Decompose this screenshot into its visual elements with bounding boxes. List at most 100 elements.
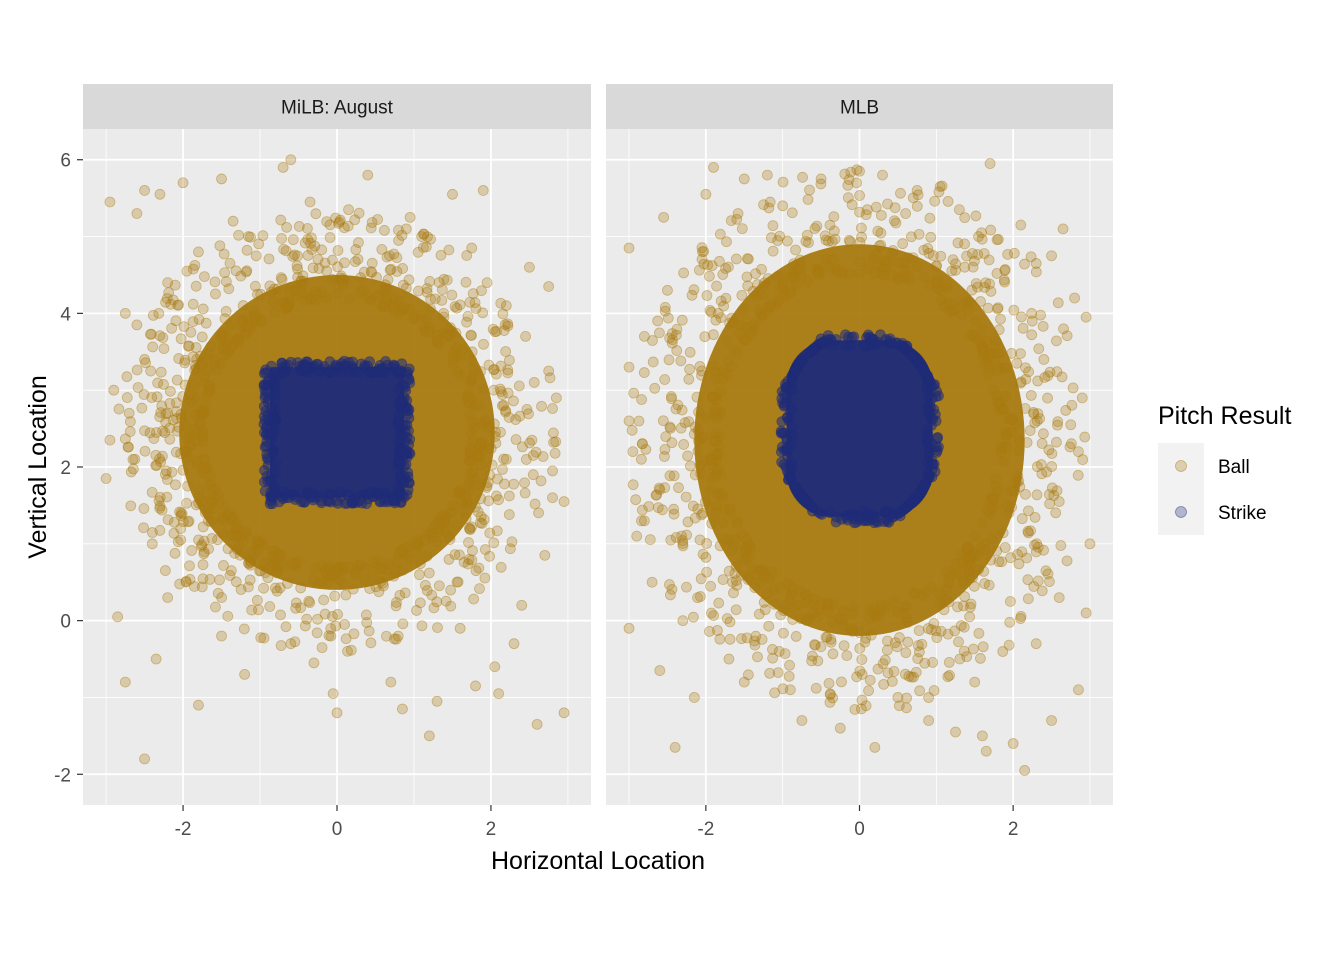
ball-point (495, 561, 507, 573)
ball-point (1031, 415, 1043, 427)
ball-point (973, 627, 985, 639)
ball-point (462, 310, 474, 322)
ball-point (928, 685, 940, 696)
ball-point (986, 348, 998, 359)
ball-point (529, 498, 541, 510)
ball-point (886, 676, 898, 687)
ball-point (682, 516, 694, 528)
ball-point (1084, 538, 1096, 550)
ball-point (310, 294, 322, 306)
ball-point (1029, 539, 1040, 551)
ball-point (1011, 357, 1023, 369)
ball-point (330, 620, 342, 632)
ball-point (882, 667, 894, 679)
ball-point (758, 596, 770, 608)
ball-point (744, 540, 756, 552)
ball-point (502, 364, 514, 376)
ball-point (146, 328, 157, 340)
ball-point (222, 543, 234, 555)
ball-point (215, 358, 227, 370)
ball-point (503, 412, 515, 423)
ball-point (1031, 461, 1043, 473)
ball-point (393, 295, 405, 307)
ball-point (990, 473, 1002, 485)
ball-point (252, 544, 264, 556)
ball-point (196, 539, 208, 550)
facet-label: MLB (840, 98, 879, 119)
ball-point (854, 165, 865, 177)
ball-point (181, 265, 193, 277)
ball-point (466, 346, 478, 358)
ball-point (752, 279, 763, 290)
ball-point (431, 596, 443, 608)
ball-point (822, 598, 834, 610)
ball-point (900, 647, 912, 659)
ball-point (535, 475, 547, 487)
ball-point (667, 334, 678, 346)
ball-point (245, 559, 256, 571)
ball-point (801, 615, 812, 626)
ball-point (1013, 558, 1025, 570)
ball-point (234, 549, 246, 561)
ball-point (807, 650, 818, 662)
ball-point (737, 303, 749, 315)
ball-point (638, 367, 650, 378)
ball-point (778, 627, 789, 639)
ball-point (146, 392, 158, 403)
ball-point (835, 265, 846, 276)
ball-point (1066, 399, 1078, 411)
ball-point (721, 335, 733, 347)
ball-point (870, 201, 882, 213)
ball-point (230, 334, 242, 346)
ball-point (827, 648, 839, 660)
ball-point (978, 346, 990, 357)
strike-point (373, 363, 384, 375)
x-tick-label: 2 (1008, 819, 1019, 840)
ball-point (454, 487, 466, 499)
ball-point (706, 453, 718, 465)
ball-point (968, 255, 980, 267)
ball-point (385, 263, 397, 275)
ball-point (898, 257, 910, 269)
ball-point (1025, 525, 1036, 537)
strike-point (841, 512, 852, 524)
ball-point (698, 246, 710, 257)
ball-point (729, 568, 741, 579)
ball-point (973, 563, 985, 575)
ball-point (466, 521, 477, 533)
ball-point (216, 630, 227, 642)
ball-point (227, 515, 238, 526)
ball-point (153, 495, 165, 507)
ball-point (819, 230, 831, 242)
ball-point (959, 261, 971, 273)
ball-point (460, 276, 472, 288)
ball-point (519, 477, 530, 489)
ball-point (281, 221, 293, 233)
ball-point (520, 454, 532, 465)
ball-point (498, 325, 510, 336)
ball-point (688, 428, 700, 440)
ball-point (653, 482, 665, 494)
ball-point (961, 296, 973, 308)
ball-point (1065, 419, 1077, 431)
ball-point (190, 409, 201, 421)
ball-point (683, 416, 695, 428)
ball-point (934, 181, 946, 193)
ball-point (155, 456, 167, 468)
strike-point (828, 339, 840, 351)
ball-point (700, 496, 711, 508)
ball-point (888, 596, 900, 608)
ball-point (927, 657, 938, 668)
ball-point (432, 523, 444, 534)
ball-point (180, 576, 192, 588)
ball-point (253, 536, 265, 548)
ball-point (465, 427, 477, 438)
ball-point (467, 435, 479, 447)
ball-point (175, 333, 187, 345)
ball-point (714, 633, 726, 645)
ball-point (307, 262, 319, 274)
ball-point (158, 379, 169, 390)
ball-point (931, 282, 943, 294)
ball-point (236, 314, 248, 326)
ball-point (717, 373, 728, 385)
